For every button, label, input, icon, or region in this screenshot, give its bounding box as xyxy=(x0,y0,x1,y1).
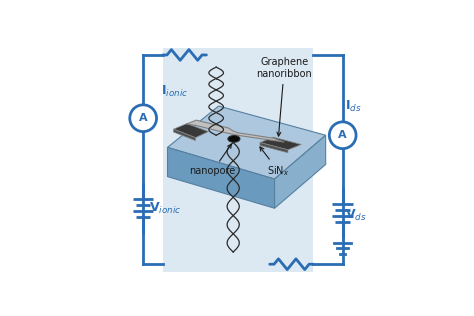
Circle shape xyxy=(130,105,156,131)
Text: $\mathbf{I}_{ds}$: $\mathbf{I}_{ds}$ xyxy=(345,99,361,113)
Polygon shape xyxy=(173,129,195,141)
Polygon shape xyxy=(173,124,209,138)
Polygon shape xyxy=(260,137,301,150)
Ellipse shape xyxy=(228,136,240,142)
Text: $\mathbf{I}_{ionic}$: $\mathbf{I}_{ionic}$ xyxy=(162,84,189,99)
Polygon shape xyxy=(167,147,274,208)
Text: A: A xyxy=(139,113,147,123)
Polygon shape xyxy=(167,106,326,179)
Text: Graphene
nanoribbon: Graphene nanoribbon xyxy=(256,57,312,136)
Text: $\mathbf{V}_{ds}$: $\mathbf{V}_{ds}$ xyxy=(345,208,366,223)
Text: A: A xyxy=(338,130,347,140)
Text: $\mathbf{V}_{ionic}$: $\mathbf{V}_{ionic}$ xyxy=(149,201,182,216)
Text: SiN$_x$: SiN$_x$ xyxy=(260,147,290,178)
Circle shape xyxy=(329,122,356,149)
Text: nanopore: nanopore xyxy=(190,144,236,176)
Bar xyxy=(163,48,313,271)
Polygon shape xyxy=(274,135,326,208)
Polygon shape xyxy=(186,120,284,142)
Polygon shape xyxy=(260,143,288,153)
